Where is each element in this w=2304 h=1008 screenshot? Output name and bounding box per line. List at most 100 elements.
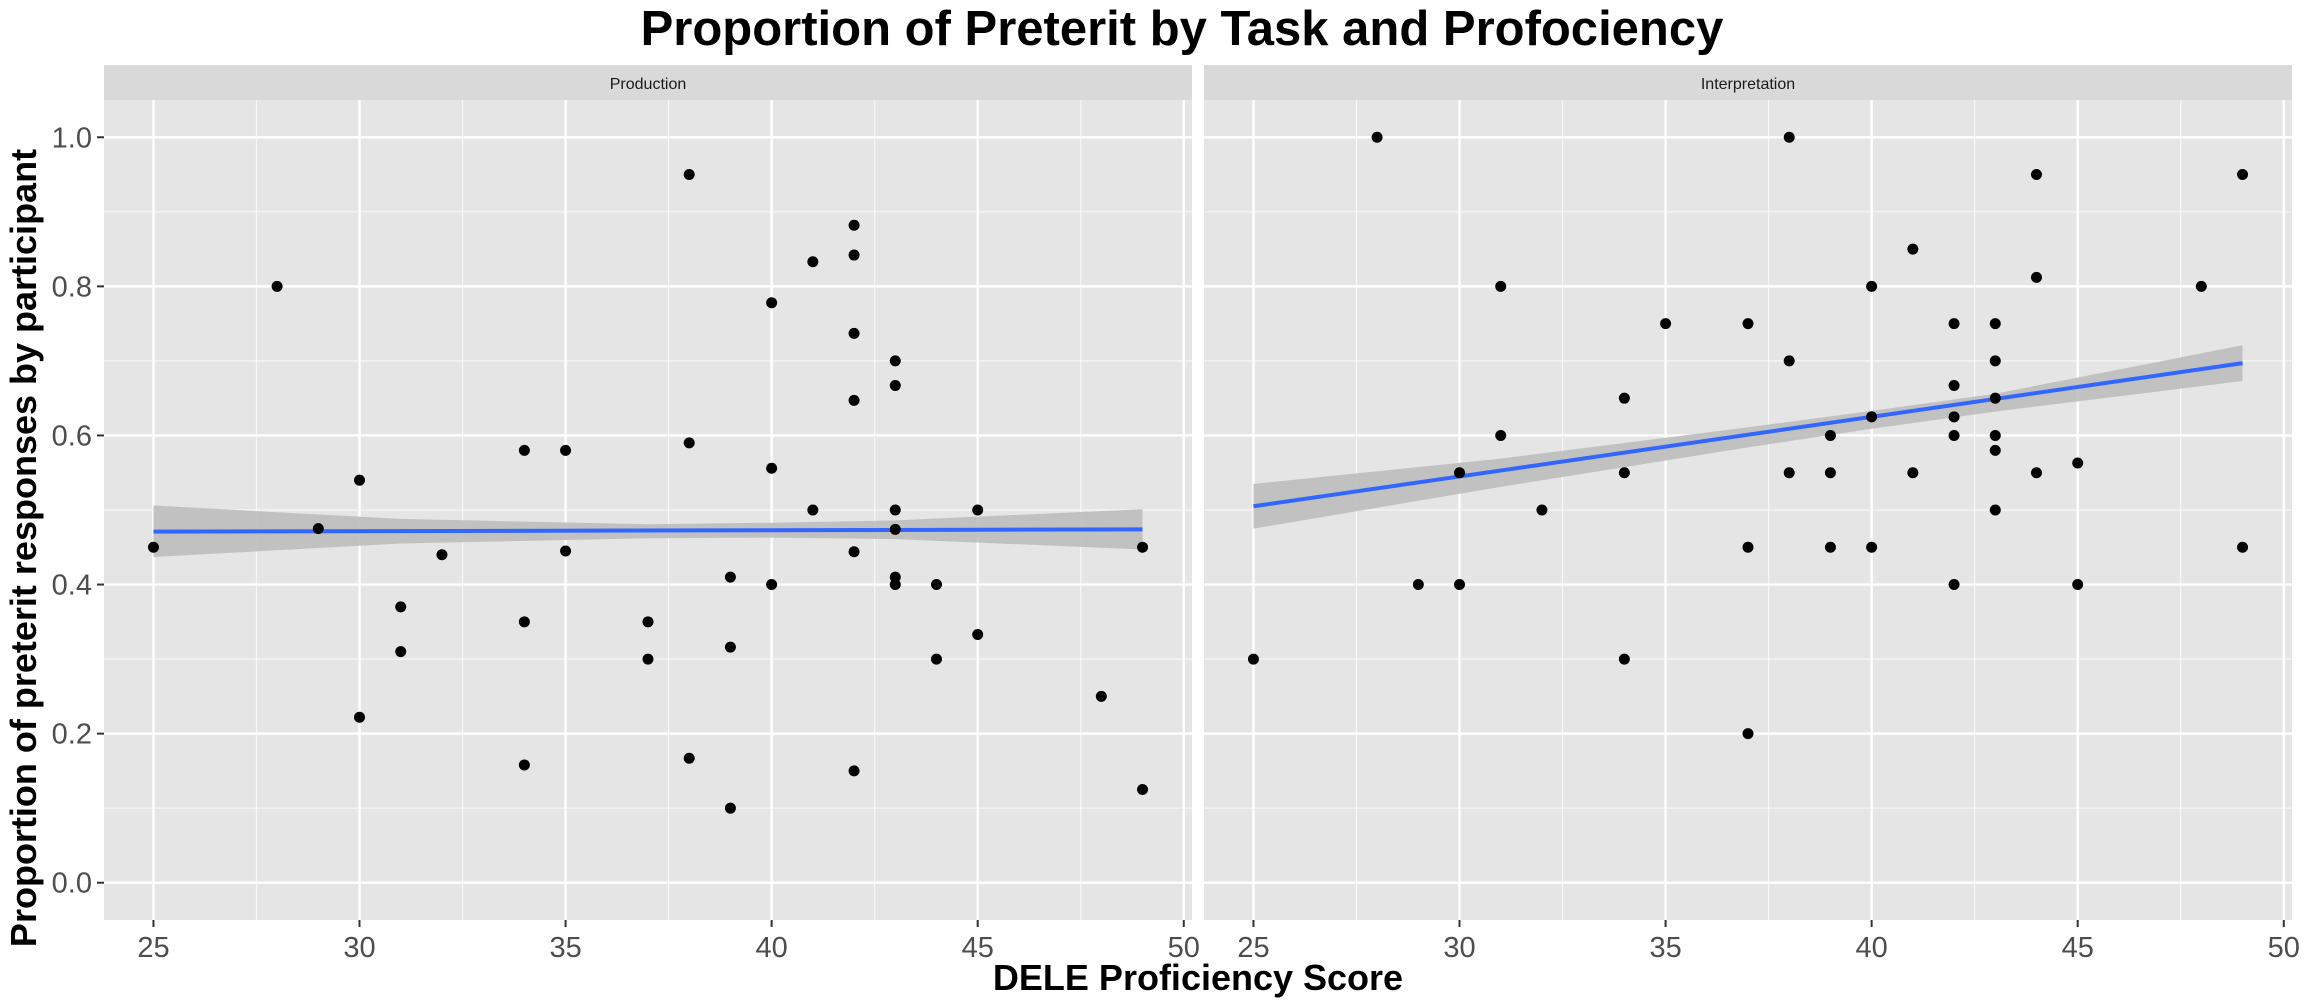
data-point bbox=[1137, 784, 1149, 796]
facet-panels: Production 25 30 35 40 45 50 Interpretation 25 30… bbox=[104, 65, 2300, 964]
data-point bbox=[1907, 243, 1919, 255]
data-point bbox=[683, 437, 695, 449]
data-point bbox=[560, 444, 572, 456]
data-point bbox=[642, 616, 654, 628]
data-point bbox=[1137, 541, 1149, 553]
data-point bbox=[889, 355, 901, 367]
x-tick-label: 25 bbox=[137, 932, 169, 964]
data-point bbox=[518, 759, 530, 771]
data-point bbox=[354, 474, 366, 486]
data-point bbox=[1948, 318, 1960, 330]
data-point bbox=[766, 579, 778, 591]
data-point bbox=[2030, 271, 2042, 283]
data-point bbox=[1989, 355, 2001, 367]
data-point bbox=[1495, 280, 1507, 292]
data-point bbox=[848, 765, 860, 777]
data-point bbox=[889, 380, 901, 392]
y-tick-label: 0.2 bbox=[52, 719, 92, 751]
x-tick-label: 35 bbox=[549, 932, 581, 964]
data-point bbox=[518, 444, 530, 456]
y-axis: 0.0 0.2 0.4 0.6 0.8 1.0 bbox=[52, 122, 104, 900]
data-point bbox=[518, 616, 530, 628]
data-point bbox=[1989, 504, 2001, 516]
data-point bbox=[2237, 169, 2249, 181]
facet-panel-production: Production 25 30 35 40 45 50 bbox=[104, 65, 1200, 964]
data-point bbox=[1948, 429, 1960, 441]
data-point bbox=[1742, 541, 1754, 553]
data-point bbox=[1866, 541, 1878, 553]
data-point bbox=[2030, 169, 2042, 181]
data-point bbox=[972, 628, 984, 640]
data-point bbox=[807, 504, 819, 516]
data-point bbox=[848, 219, 860, 231]
y-tick-label: 0.4 bbox=[52, 570, 92, 602]
data-point bbox=[2072, 457, 2084, 469]
x-tick-label: 45 bbox=[2062, 932, 2094, 964]
data-point bbox=[683, 169, 695, 181]
x-tick-label: 45 bbox=[962, 932, 994, 964]
data-point bbox=[1783, 131, 1795, 143]
data-point bbox=[560, 545, 572, 557]
data-point bbox=[724, 802, 736, 814]
data-point bbox=[436, 549, 448, 561]
facet-strip bbox=[1204, 65, 2292, 100]
data-point bbox=[1412, 579, 1424, 591]
data-point bbox=[807, 256, 819, 268]
data-point bbox=[642, 653, 654, 665]
x-tick-label: 50 bbox=[1168, 932, 1200, 964]
data-point bbox=[147, 541, 159, 553]
data-point bbox=[1824, 467, 1836, 479]
data-point bbox=[1783, 467, 1795, 479]
data-point bbox=[848, 394, 860, 406]
data-point bbox=[1618, 653, 1630, 665]
data-point bbox=[1948, 411, 1960, 423]
data-point bbox=[1989, 429, 2001, 441]
data-point bbox=[1742, 318, 1754, 330]
facet-strip bbox=[104, 65, 1192, 100]
data-point bbox=[395, 646, 407, 658]
y-tick-label: 0.0 bbox=[52, 868, 92, 900]
data-point bbox=[271, 280, 283, 292]
data-point bbox=[1660, 318, 1672, 330]
data-point bbox=[1989, 318, 2001, 330]
data-point bbox=[683, 752, 695, 764]
chart-title: Proportion of Preterit by Task and Profo… bbox=[641, 2, 1724, 56]
facet-panel-interpretation: Interpretation 25 30 35 40 45 50 bbox=[1204, 65, 2300, 964]
data-point bbox=[2030, 467, 2042, 479]
data-point bbox=[1536, 504, 1548, 516]
data-point bbox=[1824, 541, 1836, 553]
data-point bbox=[395, 601, 407, 613]
data-point bbox=[1866, 411, 1878, 423]
data-point bbox=[1371, 131, 1383, 143]
data-point bbox=[1454, 467, 1466, 479]
data-point bbox=[889, 579, 901, 591]
trend-line bbox=[153, 527, 1143, 534]
data-point bbox=[724, 641, 736, 653]
data-point bbox=[2237, 541, 2249, 553]
data-point bbox=[1618, 467, 1630, 479]
y-tick-label: 0.8 bbox=[52, 271, 92, 303]
data-point bbox=[1948, 380, 1960, 392]
data-point bbox=[354, 711, 366, 723]
data-point bbox=[1247, 653, 1259, 665]
y-tick-label: 1.0 bbox=[52, 122, 92, 154]
data-point bbox=[1095, 690, 1107, 702]
x-tick-label: 40 bbox=[1856, 932, 1888, 964]
y-axis-title: Proportion of preterit responses by part… bbox=[3, 149, 44, 947]
data-point bbox=[972, 504, 984, 516]
data-point bbox=[889, 523, 901, 535]
data-point bbox=[848, 327, 860, 339]
data-point bbox=[724, 571, 736, 583]
data-point bbox=[848, 546, 860, 558]
x-tick-label: 40 bbox=[756, 932, 788, 964]
x-tick-label: 50 bbox=[2268, 932, 2300, 964]
data-point bbox=[766, 297, 778, 309]
facet-strip-label: Production bbox=[610, 76, 687, 93]
data-point bbox=[1454, 579, 1466, 591]
data-point bbox=[1989, 444, 2001, 456]
x-tick-label: 25 bbox=[1237, 932, 1269, 964]
data-point bbox=[848, 249, 860, 261]
data-point bbox=[1824, 429, 1836, 441]
x-tick-label: 35 bbox=[1649, 932, 1681, 964]
